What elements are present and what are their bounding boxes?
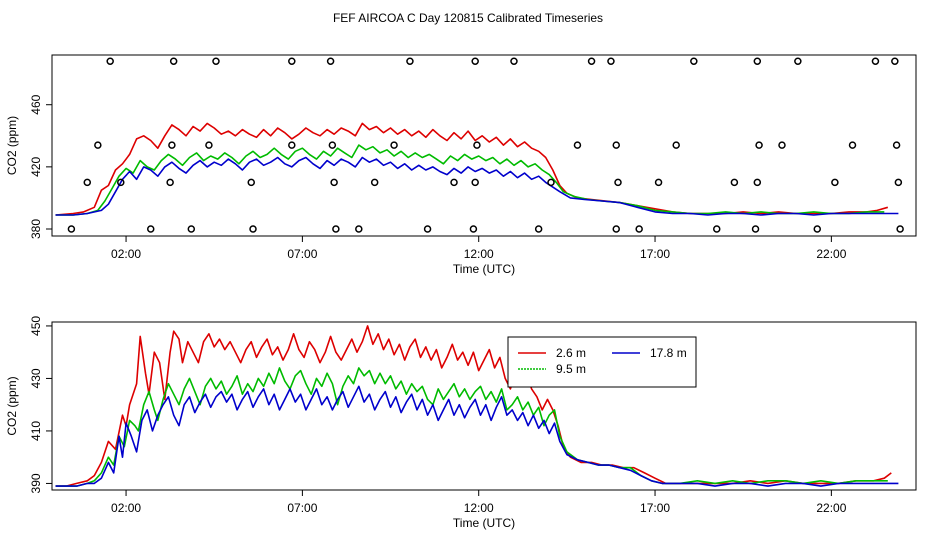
data-point-marker xyxy=(390,141,398,149)
y-axis-label: CO2 (ppm) xyxy=(5,116,19,175)
data-point-marker xyxy=(730,178,739,187)
data-point-marker xyxy=(94,141,102,149)
data-point-marker xyxy=(247,178,255,187)
data-point-marker xyxy=(83,178,92,187)
y-tick-label: 420 xyxy=(29,157,43,177)
data-point-marker xyxy=(831,178,839,187)
series-line-17-8-m xyxy=(55,385,899,487)
data-point-marker xyxy=(892,141,901,149)
data-point-marker xyxy=(166,178,174,187)
x-tick-label: 12:00 xyxy=(464,501,494,515)
data-point-marker xyxy=(654,178,663,187)
x-tick-label: 17:00 xyxy=(640,501,670,515)
series-line-2-6-m xyxy=(55,325,892,487)
legend-label: 17.8 m xyxy=(650,346,687,360)
data-point-marker xyxy=(614,178,622,187)
series-line-17-8-m xyxy=(55,156,899,216)
data-point-marker xyxy=(288,141,296,149)
data-point-marker xyxy=(469,225,478,233)
y-tick-label: 430 xyxy=(29,368,43,388)
data-point-marker xyxy=(778,141,786,149)
legend-label: 2.6 m xyxy=(556,346,586,360)
top-panel: 02:00 07:00 12:00 17:00 22:00 380 420 460 Time (… xyxy=(5,54,917,276)
data-point-marker xyxy=(423,225,432,233)
data-point-marker xyxy=(587,57,596,65)
data-point-marker xyxy=(751,225,760,233)
plot-frame xyxy=(51,54,917,237)
data-point-marker xyxy=(848,141,857,149)
y-tick-label: 380 xyxy=(29,219,43,239)
data-point-marker xyxy=(471,57,479,65)
legend-label: 9.5 m xyxy=(556,362,586,376)
y-axis-label: CO2 (ppm) xyxy=(5,376,19,435)
data-point-marker xyxy=(473,141,481,149)
data-point-marker xyxy=(612,141,620,149)
data-point-marker xyxy=(212,57,220,65)
plot-frame xyxy=(51,321,917,491)
data-point-marker xyxy=(794,57,802,65)
data-point-marker xyxy=(753,57,762,65)
x-tick-label: 02:00 xyxy=(111,247,141,261)
data-point-marker xyxy=(896,225,904,233)
data-point-marker xyxy=(205,141,213,149)
data-point-marker xyxy=(169,57,178,65)
legend-box xyxy=(507,336,697,388)
data-point-marker xyxy=(450,178,458,187)
data-point-marker xyxy=(330,178,338,187)
x-tick-label: 22:00 xyxy=(816,247,846,261)
data-point-marker xyxy=(406,57,414,65)
data-point-marker xyxy=(328,141,337,149)
data-point-marker xyxy=(187,225,196,233)
data-point-marker xyxy=(370,178,379,187)
figure-title: FEF AIRCOA C Day 120815 Calibrated Times… xyxy=(333,11,603,25)
data-point-marker xyxy=(755,141,763,149)
y-tick-label: 450 xyxy=(29,316,43,336)
data-point-marker xyxy=(871,57,880,65)
data-point-marker xyxy=(891,57,899,65)
x-axis-label: Time (UTC) xyxy=(453,516,515,530)
data-point-marker xyxy=(249,225,257,233)
data-point-marker xyxy=(326,57,335,65)
series-line-9-5-m xyxy=(55,367,888,487)
data-point-marker xyxy=(332,225,340,233)
data-point-marker xyxy=(168,141,176,149)
data-point-marker xyxy=(713,225,721,233)
data-point-marker xyxy=(288,57,296,65)
x-tick-label: 02:00 xyxy=(111,501,141,515)
y-tick-label: 460 xyxy=(29,94,43,114)
x-axis-label: Time (UTC) xyxy=(453,262,515,276)
data-point-marker xyxy=(813,225,822,233)
bottom-panel: 02:00 07:00 12:00 17:00 22:00 390 410 430 450 Tim… xyxy=(5,316,917,530)
data-point-marker xyxy=(510,57,518,65)
data-point-marker xyxy=(573,141,582,149)
data-point-marker xyxy=(471,178,479,187)
data-point-marker xyxy=(894,178,903,187)
x-tick-label: 07:00 xyxy=(287,501,317,515)
x-tick-label: 12:00 xyxy=(464,247,494,261)
data-point-marker xyxy=(534,225,543,233)
x-tick-label: 22:00 xyxy=(816,501,846,515)
data-point-marker xyxy=(117,178,125,187)
data-point-marker xyxy=(547,178,555,187)
y-tick-label: 410 xyxy=(29,421,43,441)
x-tick-label: 07:00 xyxy=(287,247,317,261)
legend: 2.6 m 9.5 m 17.8 m xyxy=(507,336,697,388)
data-point-marker xyxy=(635,225,643,233)
data-point-marker xyxy=(106,57,114,65)
data-point-marker xyxy=(355,225,363,233)
data-point-marker xyxy=(67,225,76,233)
x-tick-label: 17:00 xyxy=(640,247,670,261)
data-point-marker xyxy=(612,225,620,233)
data-point-marker xyxy=(672,141,680,149)
data-point-marker xyxy=(607,57,615,65)
data-point-marker xyxy=(753,178,762,187)
y-tick-label: 390 xyxy=(29,473,43,493)
data-point-marker xyxy=(690,57,698,65)
data-point-marker xyxy=(146,225,155,233)
